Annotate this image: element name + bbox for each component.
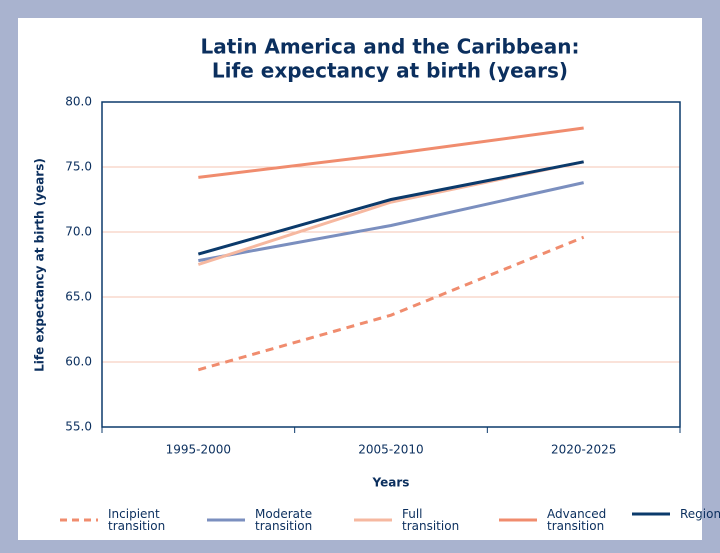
y-tick-label: 80.0 — [65, 95, 92, 109]
legend-swatch — [60, 518, 98, 522]
legend-item: Full transition — [352, 508, 464, 532]
legend-item: Incipient transition — [58, 508, 170, 532]
legend-swatch — [499, 518, 537, 522]
legend-label: Full transition — [402, 507, 460, 533]
plot-frame — [101, 101, 681, 428]
chart-title: Life expectancy at birth (years) — [212, 59, 568, 83]
series-line — [198, 181, 584, 263]
series-line — [198, 126, 584, 179]
x-tick-label: 2005-2010 — [358, 443, 423, 457]
y-tick-label: 60.0 — [65, 355, 92, 369]
legend-label: Region — [680, 507, 720, 521]
chart-title: Latin America and the Caribbean: — [201, 35, 580, 59]
legend-swatch — [354, 518, 392, 522]
series-line — [197, 235, 585, 372]
y-tick-label: 65.0 — [65, 290, 92, 304]
legend-item: Moderate transition — [205, 508, 317, 532]
x-tick-label: 1995-2000 — [166, 443, 231, 457]
legend-label: Moderate transition — [255, 507, 313, 533]
y-tick-label: 55.0 — [65, 420, 92, 434]
series-line — [197, 160, 584, 256]
y-tick-label: 70.0 — [65, 225, 92, 239]
y-axis-label: Life expectancy at birth (years) — [33, 158, 47, 372]
legend-item: Advanced transition — [497, 508, 609, 532]
legend-item: Region — [630, 508, 720, 520]
legend-label: Advanced transition — [547, 507, 607, 533]
y-tick-label: 75.0 — [65, 160, 92, 174]
x-tick-label: 2020-2025 — [551, 443, 616, 457]
x-axis-label: Years — [372, 476, 410, 490]
panel — [18, 18, 702, 540]
legend-label: Incipient transition — [108, 507, 166, 533]
legend-swatch — [207, 518, 245, 522]
legend-swatch — [632, 512, 670, 516]
